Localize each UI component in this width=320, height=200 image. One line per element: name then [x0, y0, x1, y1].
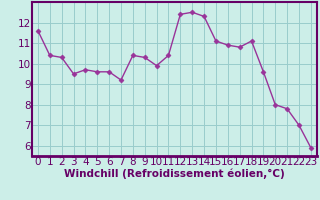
X-axis label: Windchill (Refroidissement éolien,°C): Windchill (Refroidissement éolien,°C) — [64, 169, 285, 179]
